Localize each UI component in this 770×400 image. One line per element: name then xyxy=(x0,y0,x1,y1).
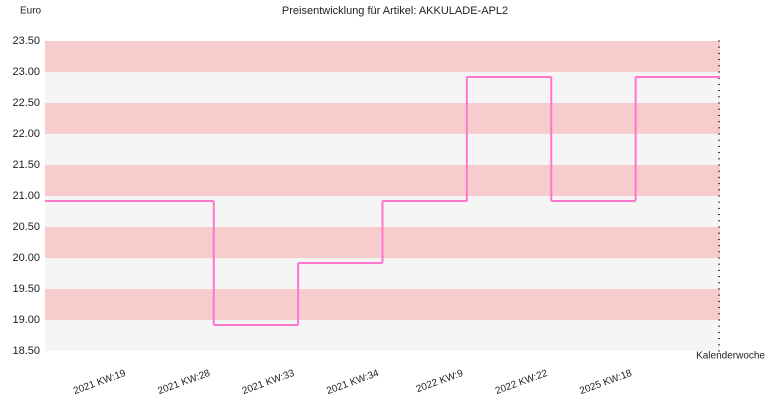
y-tick-label: 19.50 xyxy=(12,283,40,295)
y-tick-label: 18.50 xyxy=(12,345,40,357)
x-tick-label: 2021 KW:34 xyxy=(325,368,381,397)
x-axis-label: Kalenderwoche xyxy=(696,351,765,362)
chart-title: Preisentwicklung für Artikel: AKKULADE-A… xyxy=(282,5,508,17)
y-tick-label: 20.50 xyxy=(12,221,40,233)
grid-band xyxy=(45,72,720,103)
grid-band xyxy=(45,134,720,165)
x-tick-label: 2021 KW:33 xyxy=(241,368,297,397)
x-tick-label: 2022 KW:22 xyxy=(494,368,550,397)
y-tick-label: 20.00 xyxy=(12,252,40,264)
x-tick-label: 2022 KW:9 xyxy=(415,368,465,395)
y-tick-label: 21.50 xyxy=(12,159,40,171)
grid-band xyxy=(45,165,720,196)
y-tick-label: 22.50 xyxy=(12,97,40,109)
x-tick-label: 2025 KW:18 xyxy=(578,368,634,397)
x-tick-label: 2021 KW:28 xyxy=(156,368,212,397)
y-tick-label: 22.00 xyxy=(12,128,40,140)
grid-band xyxy=(45,103,720,134)
grid-band xyxy=(45,41,720,72)
y-tick-label: 21.00 xyxy=(12,190,40,202)
y-tick-label: 19.00 xyxy=(12,314,40,326)
y-tick-label: 23.50 xyxy=(12,35,40,47)
y-axis-label: Euro xyxy=(20,6,42,17)
y-tick-label: 23.00 xyxy=(12,66,40,78)
grid-band xyxy=(45,320,720,351)
grid-band xyxy=(45,289,720,320)
x-tick-label: 2021 KW:19 xyxy=(72,368,128,397)
